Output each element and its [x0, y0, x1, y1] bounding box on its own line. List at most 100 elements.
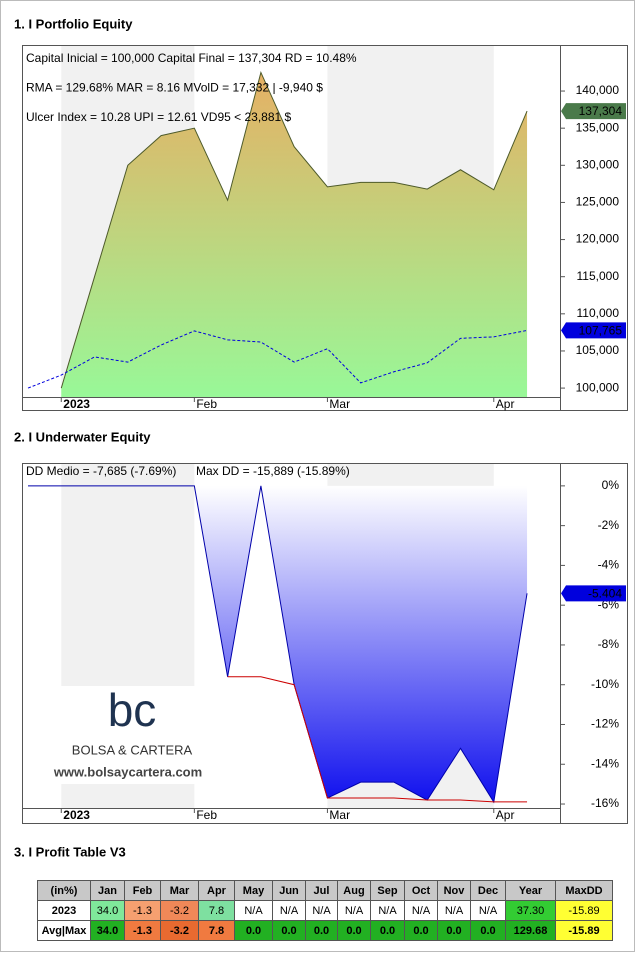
cell: -15.89 [555, 920, 613, 941]
y-tick-label: 130,000 [576, 157, 620, 171]
cell: 0.0 [305, 920, 338, 941]
y-tick-label: 110,000 [577, 306, 620, 320]
last-value-label: -5.404 [588, 586, 622, 600]
annotation: Capital Inicial = 100,000 Capital Final … [26, 51, 357, 65]
cell: -1.3 [124, 900, 161, 921]
series-line [60, 70, 528, 389]
cell: -1.3 [124, 920, 161, 941]
cell: 7.8 [198, 920, 235, 941]
cell: 129.68 [505, 920, 556, 941]
y-tick-label: -4% [598, 558, 620, 572]
y-tick-label: 100,000 [576, 380, 620, 394]
series-line [28, 485, 528, 804]
cell: Jul [305, 880, 338, 901]
cell: 37.30 [505, 900, 556, 921]
x-tick-label: 2023 [63, 397, 90, 411]
cell: N/A [305, 900, 338, 921]
cell: N/A [272, 900, 306, 921]
cell: N/A [337, 900, 371, 921]
x-tick-label: Feb [196, 808, 217, 822]
chart-title: 2. I Underwater Equity [14, 429, 151, 444]
cell: Jan [90, 880, 125, 901]
y-tick-label: 120,000 [576, 232, 620, 246]
series-line [227, 676, 528, 803]
y-tick-label: 125,000 [576, 195, 620, 209]
cell: Mar [160, 880, 199, 901]
cell: (in%) [37, 880, 91, 901]
cell: Year [505, 880, 556, 901]
x-tick-label: Mar [329, 808, 350, 822]
cell: Dec [470, 880, 506, 901]
cell: Avg|Max [37, 920, 91, 941]
annotation: DD Medio = -7,685 (-7.69%) [26, 464, 176, 478]
area-fill [61, 72, 528, 397]
y-tick-label: 0% [602, 478, 620, 492]
y-tick-label: -12% [591, 717, 619, 731]
cell: Aug [337, 880, 371, 901]
cell: N/A [234, 900, 273, 921]
cell: 0.0 [370, 920, 405, 941]
profit-table: (in%) Jan Feb Mar Apr May Jun Jul Aug Sep Oct Nov De… [37, 880, 613, 941]
header-row: (in%) Jan Feb Mar Apr May Jun Jul Aug Sep Oct Nov De… [37, 880, 613, 901]
cell: 0.0 [337, 920, 371, 941]
y-tick-label: 105,000 [576, 343, 620, 357]
annotation: Ulcer Index = 10.28 UPI = 12.61 VD95 < 2… [26, 110, 292, 124]
row: 2023 34.0 -1.3 -3.2 7.8 N/A N/A N/A N/A N/A N/A N/A… [37, 900, 613, 921]
cell: 7.8 [198, 900, 235, 921]
x-tick-label: 2023 [63, 808, 90, 822]
row: Avg|Max 34.0 -1.3 -3.2 7.8 0.0 0.0 0.0 0.0 0.0 0.0… [37, 920, 613, 941]
cell: N/A [404, 900, 438, 921]
y-tick-label: 140,000 [576, 83, 620, 97]
chart-title: 1. I Portfolio Equity [14, 16, 133, 31]
cell: 0.0 [470, 920, 506, 941]
cell: Feb [124, 880, 161, 901]
y-tick-label: 115,000 [577, 269, 620, 283]
cell: -3.2 [160, 920, 199, 941]
last-value-label: 137,304 [579, 104, 623, 118]
watermark-logo: bc [108, 684, 157, 736]
cell: 0.0 [437, 920, 471, 941]
y-tick-label: -8% [598, 637, 620, 651]
y-tick-label: 135,000 [576, 120, 620, 134]
cell: Apr [198, 880, 235, 901]
y-tick-label: -14% [591, 756, 619, 770]
x-tick-label: Apr [496, 808, 515, 822]
y-tick-label: -2% [598, 518, 620, 532]
x-tick-label: Feb [196, 397, 217, 411]
x-tick-label: Mar [329, 397, 350, 411]
watermark-url: www.bolsaycartera.com [53, 764, 202, 779]
last-value-box [561, 322, 626, 339]
cell: 0.0 [234, 920, 273, 941]
x-tick-label: Apr [496, 397, 515, 411]
cell: N/A [470, 900, 506, 921]
cell: Jun [272, 880, 306, 901]
cell: Sep [370, 880, 405, 901]
watermark-name: BOLSA & CARTERA [72, 742, 193, 757]
cell: N/A [370, 900, 405, 921]
cell: MaxDD [555, 880, 613, 901]
cell: 34.0 [90, 900, 125, 921]
cell: N/A [437, 900, 471, 921]
series-line [27, 329, 528, 389]
last-value-box [561, 103, 626, 120]
cell: 34.0 [90, 920, 125, 941]
y-tick-label: -10% [591, 677, 619, 691]
annotation: Max DD = -15,889 (-15.89%) [196, 464, 350, 478]
annotation: RMA = 129.68% MAR = 8.16 MVolD = 17,332 … [26, 81, 323, 95]
cell: Oct [404, 880, 438, 901]
cell: 0.0 [404, 920, 438, 941]
table-title: 3. I Profit Table V3 [14, 844, 126, 859]
cell: May [234, 880, 273, 901]
watermark-bg [44, 686, 214, 784]
cell: -3.2 [160, 900, 199, 921]
cell: 2023 [37, 900, 91, 921]
last-value-box [561, 585, 626, 602]
last-value-label: 107,765 [579, 324, 623, 338]
cell: 0.0 [272, 920, 306, 941]
y-tick-label: -16% [591, 796, 619, 810]
cell: Nov [437, 880, 471, 901]
cell: -15.89 [555, 900, 613, 921]
